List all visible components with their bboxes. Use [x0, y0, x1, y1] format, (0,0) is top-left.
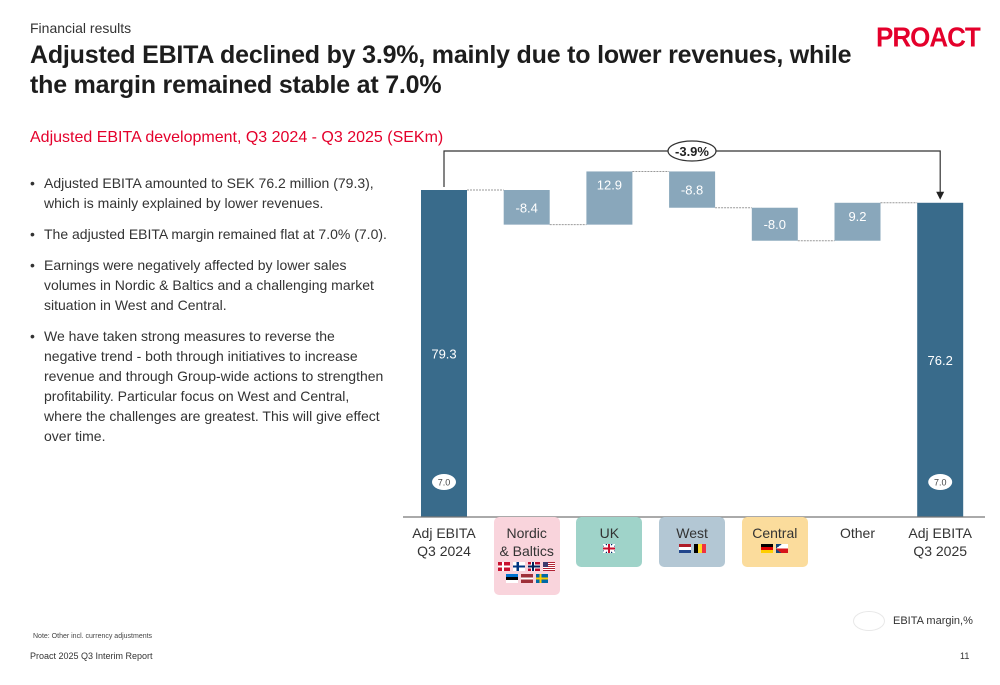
bar-value-label: 9.2: [848, 209, 866, 224]
bullet-item: Adjusted EBITA amounted to SEK 76.2 mill…: [30, 173, 390, 213]
category-label-line: UK: [599, 525, 620, 541]
bar-value-label: 79.3: [431, 347, 456, 362]
category-label-line: Q3 2025: [913, 543, 968, 559]
flag-denmark-icon: [498, 562, 511, 571]
legend-margin-swatch: [853, 611, 885, 631]
bar-nordic-baltics: [503, 190, 550, 225]
flag-group: [569, 544, 649, 553]
category-box-central: [741, 517, 808, 567]
bar-value-label: -8.4: [515, 200, 537, 215]
category-label-other: Other: [818, 524, 898, 542]
bar-west: [669, 171, 716, 208]
flag-group: [735, 544, 815, 553]
category-label-line: West: [676, 525, 708, 541]
bullet-list: Adjusted EBITA amounted to SEK 76.2 mill…: [30, 173, 390, 457]
footer-report-name: Proact 2025 Q3 Interim Report: [30, 651, 153, 661]
proact-logo: PROACT: [876, 21, 981, 53]
flag-group: [652, 544, 732, 553]
bullet-item: Earnings were negatively affected by low…: [30, 255, 390, 315]
flag-belgium-icon: [693, 544, 706, 553]
category-label-adj-ebita-q3-2024: Adj EBITA Q3 2024: [404, 524, 484, 560]
category-label-line: Other: [839, 525, 875, 541]
bar-uk: [586, 171, 633, 225]
bar-central: [751, 207, 798, 241]
flag-norway-icon: [528, 562, 541, 571]
bar-adj-ebita-q3-2025: [917, 202, 964, 518]
flag-uk-icon: [603, 544, 616, 553]
bar-value-label: -8.8: [681, 183, 703, 198]
category-label-line: Central: [752, 525, 798, 541]
flag-finland-icon: [513, 562, 526, 571]
bar-other: [834, 202, 881, 241]
footnote: Note: Other incl. currency adjustments: [33, 633, 153, 640]
bullet-item: The adjusted EBITA margin remained flat …: [30, 224, 390, 244]
change-badge: [667, 140, 717, 162]
flag-germany-icon: [761, 544, 774, 553]
category-label-uk: UK: [569, 524, 649, 553]
category-label-central: Central: [735, 524, 815, 553]
page-title: Adjusted EBITA declined by 3.9%, mainly …: [30, 41, 852, 99]
flag-latvia-icon: [520, 574, 533, 583]
margin-value-label: 7.0: [934, 478, 947, 488]
category-label-line: & Baltics: [499, 543, 554, 559]
margin-value-label: 7.0: [438, 478, 451, 488]
change-annotation: -3.9%: [675, 144, 709, 159]
flag-czechia-icon: [776, 544, 789, 553]
category-label-line: Q3 2024: [417, 543, 471, 559]
bar-value-label: 76.2: [928, 353, 953, 368]
flag-sweden-icon: [535, 574, 548, 583]
bar-value-label: -8.0: [764, 217, 786, 232]
chart-subtitle: Adjusted EBITA development, Q3 2024 - Q3…: [30, 129, 444, 146]
chart-legend: EBITA margin,%: [853, 611, 973, 631]
legend-label: EBITA margin,%: [893, 615, 973, 627]
category-label-adj-ebita-q3-2025: Adj EBITA Q3 2025: [900, 524, 980, 560]
category-label-line: Adj EBITA: [412, 525, 476, 541]
arrow-down-icon: [936, 191, 945, 200]
flag-group: [497, 562, 557, 583]
bar-value-label: 12.9: [597, 177, 622, 192]
category-box-uk: [576, 517, 643, 567]
category-label-line: Adj EBITA: [908, 525, 972, 541]
flag-usa-icon: [543, 562, 556, 571]
flag-netherlands-icon: [678, 544, 691, 553]
margin-bubble: [928, 474, 953, 490]
margin-bubble: [432, 474, 456, 490]
category-label-line: Nordic: [506, 525, 547, 541]
category-label-nordic-baltics: Nordic & Baltics: [487, 524, 567, 583]
flag-estonia-icon: [505, 574, 518, 583]
bar-adj-ebita-q3-2024: [421, 190, 467, 517]
category-label-west: West: [652, 524, 732, 553]
section-label: Financial results: [30, 20, 132, 36]
page-number: 11: [960, 651, 970, 661]
bullet-item: We have taken strong measures to reverse…: [30, 326, 390, 446]
category-box-west: [659, 517, 726, 567]
